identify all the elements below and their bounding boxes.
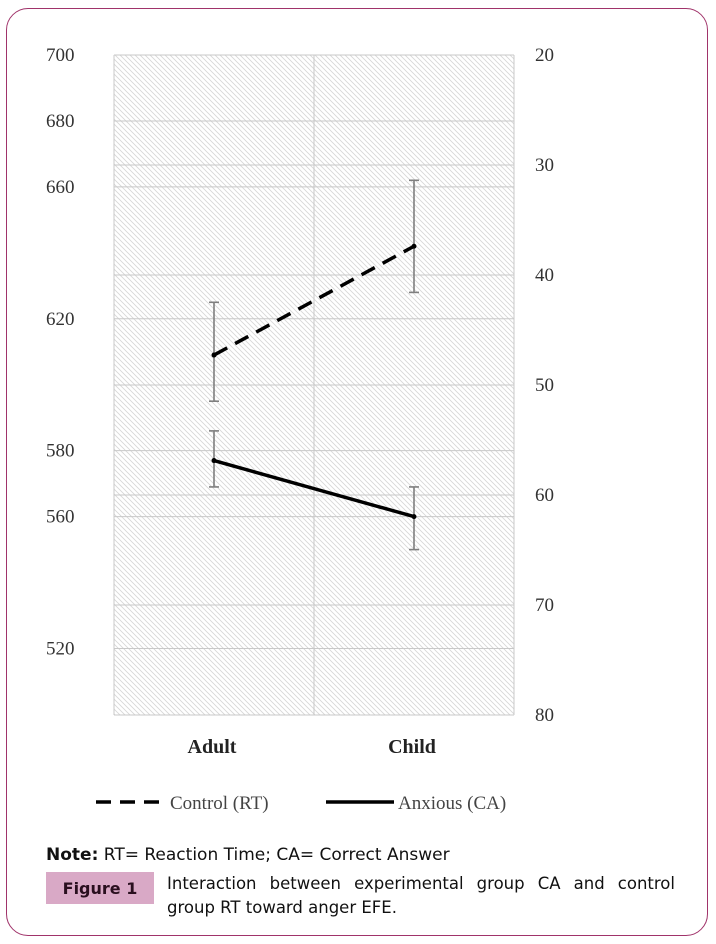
y-right-tick-label: 30 xyxy=(535,155,554,176)
y-right-tick-label: 80 xyxy=(535,705,554,726)
y-left-tick-label: 560 xyxy=(46,507,75,528)
figure-frame xyxy=(6,8,708,936)
figure-caption: Interaction between experimental group C… xyxy=(167,874,675,917)
y-left-tick-label: 620 xyxy=(46,309,75,330)
y-left-tick-label: 700 xyxy=(46,45,75,66)
chart: 700 680 660 620 580 560 520 20 30 40 50 60 70 80 Adu… xyxy=(46,45,554,814)
data-point xyxy=(211,352,217,358)
category-label: Child xyxy=(388,736,436,758)
y-right-tick-label: 60 xyxy=(535,485,554,506)
y-left-tick-label: 660 xyxy=(46,177,75,198)
series-line xyxy=(213,244,415,357)
category-label: Adult xyxy=(188,736,237,758)
y-right-tick-label: 20 xyxy=(535,45,554,66)
y-left-tick-label: 520 xyxy=(46,639,75,660)
note-text: RT= Reaction Time; CA= Correct Answer xyxy=(98,845,450,865)
y-left-tick-label: 580 xyxy=(46,441,75,462)
figure-badge: Figure 1 xyxy=(46,872,154,904)
legend-label: Anxious (CA) xyxy=(398,793,506,814)
y-right-tick-label: 70 xyxy=(535,595,554,616)
y-right-tick-label: 50 xyxy=(535,375,554,396)
data-point xyxy=(211,458,217,464)
data-point xyxy=(411,243,417,249)
legend-label: Control (RT) xyxy=(170,793,269,814)
note-label: Note: xyxy=(46,845,99,865)
y-right-tick-label: 40 xyxy=(535,265,554,286)
note-line: Note: RT= Reaction Time; CA= Correct Ans… xyxy=(46,845,686,865)
data-point xyxy=(411,514,417,520)
series-line xyxy=(213,458,415,519)
y-left-tick-label: 680 xyxy=(46,111,75,132)
